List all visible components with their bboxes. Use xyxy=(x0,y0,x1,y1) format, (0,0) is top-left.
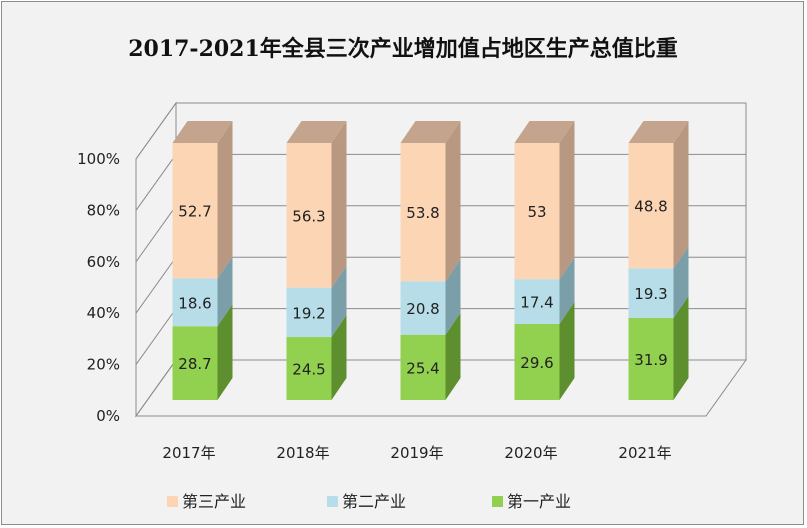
x-axis-ticks: 2017年 2018年 2019年 2020年 2021年 xyxy=(162,444,671,462)
data-label: 19.2 xyxy=(292,304,325,322)
legend-swatch xyxy=(492,496,503,507)
data-label: 19.3 xyxy=(634,285,667,303)
bar-segment xyxy=(172,278,218,327)
y-tick-label: 20% xyxy=(87,356,120,374)
bar-segment-side xyxy=(673,246,689,319)
bar-segment-side xyxy=(217,121,233,279)
bar-segment-side xyxy=(559,257,575,324)
bar-segment xyxy=(286,337,332,400)
bar-segment xyxy=(286,287,332,338)
data-label: 56.3 xyxy=(292,207,325,225)
bars xyxy=(172,121,689,400)
x-tick-label: 2020年 xyxy=(504,444,557,462)
data-label: 17.4 xyxy=(520,294,553,312)
y-tick-label: 0% xyxy=(96,407,120,425)
bar-top xyxy=(514,121,575,143)
legend: 第三产业 第二产业 第一产业 xyxy=(167,492,571,511)
chart-title: 2017-2021年全县三次产业增加值占地区生产总值比重 xyxy=(128,36,678,62)
bar-segment xyxy=(628,143,674,269)
y-axis-ticks: 0% 20% 40% 60% 80% 100% xyxy=(77,150,120,425)
data-labels: 28.7 18.6 52.7 24.5 19.2 56.3 25.4 20.8 53.8 29.6… xyxy=(178,198,667,379)
data-label: 52.7 xyxy=(178,203,211,221)
bar-top xyxy=(172,121,233,143)
data-label: 29.6 xyxy=(520,354,553,372)
bar-segment-side xyxy=(217,256,233,327)
bar-segment xyxy=(400,143,446,282)
legend-label: 第一产业 xyxy=(507,492,571,511)
bar-segment xyxy=(400,334,446,400)
data-label: 24.5 xyxy=(292,361,325,379)
y-tick-label: 40% xyxy=(87,304,120,322)
legend-swatch xyxy=(167,496,178,507)
data-label: 18.6 xyxy=(178,294,211,312)
bar-top xyxy=(628,121,689,143)
bar-segment xyxy=(628,318,674,400)
y-tick-label: 100% xyxy=(77,150,120,168)
data-label: 48.8 xyxy=(634,198,667,216)
bar-segment-side xyxy=(331,265,347,338)
bar-segment-side xyxy=(559,121,575,280)
legend-label: 第二产业 xyxy=(342,492,406,511)
x-tick-label: 2021年 xyxy=(618,444,671,462)
data-label: 53.8 xyxy=(406,204,439,222)
bar-top xyxy=(400,121,461,143)
bar-segment-side xyxy=(445,312,461,400)
bar-segment xyxy=(514,279,560,324)
bar-segment-side xyxy=(673,121,689,269)
x-tick-label: 2017年 xyxy=(162,444,215,462)
bar-segment-side xyxy=(673,296,689,400)
bar-segment-side xyxy=(559,301,575,400)
x-tick-label: 2019年 xyxy=(390,444,443,462)
bar-segment-side xyxy=(331,121,347,288)
bar-segment xyxy=(286,143,332,288)
legend-swatch xyxy=(327,496,338,507)
data-label: 25.4 xyxy=(406,359,439,377)
bar-segment xyxy=(172,326,218,400)
data-label: 53 xyxy=(527,203,546,221)
x-tick-label: 2018年 xyxy=(276,444,329,462)
y-tick-label: 60% xyxy=(87,253,120,271)
bar-segment xyxy=(514,143,560,280)
legend-label: 第三产业 xyxy=(182,492,246,511)
data-label: 31.9 xyxy=(634,351,667,369)
bar-segment-side xyxy=(331,315,347,400)
bar-segment-side xyxy=(217,304,233,400)
gridline xyxy=(135,102,746,160)
bar-segment xyxy=(400,281,446,335)
data-label: 28.7 xyxy=(178,355,211,373)
bar-segment-side xyxy=(445,121,461,282)
bar-segment xyxy=(514,323,560,400)
bar-segment xyxy=(628,268,674,319)
y-tick-label: 80% xyxy=(87,201,120,219)
bar-segment-side xyxy=(445,259,461,335)
bar-top xyxy=(286,121,347,143)
data-label: 20.8 xyxy=(406,300,439,318)
bar-segment xyxy=(172,143,218,279)
